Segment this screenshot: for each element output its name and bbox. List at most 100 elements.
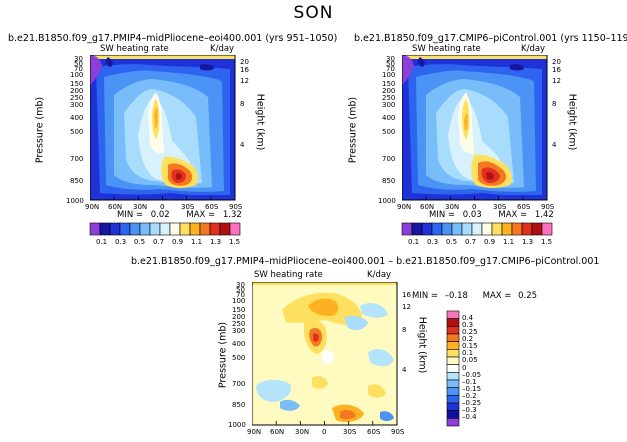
x-ticks	[425, 196, 524, 200]
y-tick-label: 300	[70, 101, 84, 109]
colorbar-label: 0.3	[462, 321, 474, 329]
colorbar-label: –0.05	[462, 371, 482, 379]
y-tick-label: 50	[236, 286, 245, 294]
colorbar-swatch	[446, 364, 460, 373]
colorbar	[446, 310, 460, 427]
heatmap-plot	[90, 55, 236, 201]
y-tick-label: 500	[70, 128, 84, 136]
colorbar-swatch	[446, 356, 460, 365]
y-tick-label: 200	[70, 87, 84, 95]
contour-field	[402, 55, 547, 200]
colorbar-swatch	[119, 222, 131, 236]
y-tick-label: 1000	[228, 421, 246, 429]
colorbar-swatch	[149, 222, 161, 236]
min-value: –0.18	[444, 291, 468, 301]
contour-field	[90, 55, 235, 200]
x-tick-label: 30N	[295, 428, 310, 436]
variable-label: SW heating rate	[100, 44, 169, 54]
colorbar-swatch	[531, 222, 543, 236]
y-tick-label: 500	[232, 354, 246, 362]
height-tick-label: 4	[402, 366, 407, 374]
height-tick-label: 8	[402, 326, 407, 334]
colorbar-swatch	[431, 222, 443, 236]
min-value: 0.02	[150, 210, 170, 220]
colorbar-swatch	[219, 222, 231, 236]
colorbar-label: 0.9	[172, 238, 184, 246]
y-axis-label: Pressure (mb)	[217, 321, 229, 389]
colorbar-swatch	[481, 222, 493, 236]
y-tick-label: 300	[232, 327, 246, 335]
colorbar-swatch	[411, 222, 423, 236]
colorbar-label: 0.7	[465, 238, 477, 246]
panel-title: b.e21.B1850.f09_g17.PMIP4–midPliocene–eo…	[8, 33, 338, 44]
colorbar-swatch	[446, 318, 460, 327]
colorbar-swatch	[89, 222, 101, 236]
x-tick-label: 60S	[367, 428, 381, 436]
colorbar-swatch	[169, 222, 181, 236]
y-axis-label: Pressure (mb)	[34, 96, 46, 164]
colorbar-label: 1.3	[210, 238, 222, 246]
x-tick-label: 90S	[541, 203, 555, 211]
colorbar-label: 0.1	[408, 238, 420, 246]
colorbar	[89, 222, 241, 236]
colorbar-swatch	[446, 333, 460, 342]
colorbar-swatch	[209, 222, 221, 236]
colorbar	[401, 222, 553, 236]
colorbar-label: 1.5	[229, 238, 241, 246]
heatmap-plot	[252, 282, 398, 426]
x-tick-label: 30N	[133, 203, 148, 211]
contour-field	[252, 282, 397, 425]
x-tick-label: 90N	[85, 203, 100, 211]
colorbar-label: 0.5	[134, 238, 146, 246]
colorbar-label: 0.05	[462, 356, 478, 364]
y-tick-label: 50	[386, 60, 395, 68]
y-tick-label: 400	[232, 340, 246, 348]
colorbar-label: 0.3	[427, 238, 439, 246]
y-axis-label-right: Height (km)	[254, 93, 266, 151]
colorbar-swatch	[139, 222, 151, 236]
min-label: MIN =	[412, 291, 439, 301]
colorbar-label: 0.2	[462, 335, 474, 343]
height-tick-label: 16	[552, 66, 561, 74]
colorbar-swatch	[446, 349, 460, 358]
x-ticks	[113, 196, 212, 200]
y-tick-label: 1000	[378, 197, 396, 205]
colorbar-swatch	[511, 222, 523, 236]
colorbar-label: 0.25	[462, 328, 478, 336]
colorbar-label: 1.5	[541, 238, 553, 246]
colorbar-swatch	[229, 222, 241, 236]
colorbar-swatch	[501, 222, 513, 236]
colorbar-swatch	[401, 222, 413, 236]
colorbar-label: 0.3	[115, 238, 127, 246]
colorbar-label: –0.1	[462, 378, 477, 386]
max-label: MAX =	[186, 210, 216, 220]
y-tick-label: 50	[74, 60, 83, 68]
colorbar-swatch	[159, 222, 171, 236]
x-tick-label: 90S	[229, 203, 243, 211]
colorbar-swatch	[446, 387, 460, 396]
x-tick-label: 30S	[181, 203, 195, 211]
height-tick-label: 16	[402, 291, 411, 299]
x-tick-label: 30S	[343, 428, 357, 436]
height-tick-label: 16	[240, 66, 249, 74]
panel-title: b.e21.B1850.f09_g17.CMIP6–piControl.001 …	[354, 33, 627, 44]
y-tick-label: 850	[70, 177, 84, 185]
x-tick-label: 60S	[205, 203, 219, 211]
colorbar-swatch	[99, 222, 111, 236]
y-tick-label: 150	[382, 80, 396, 88]
colorbar-label: 1.1	[503, 238, 515, 246]
colorbar-label: 0.15	[462, 342, 478, 350]
x-tick-label: 60N	[420, 203, 435, 211]
y-tick-label: 200	[232, 313, 246, 321]
y-tick-label: 30	[74, 55, 83, 63]
x-tick-label: 0	[472, 203, 477, 211]
y-tick-label: 250	[382, 94, 396, 102]
height-tick-label: 4	[240, 141, 245, 149]
y-tick-label: 1000	[66, 197, 84, 205]
colorbar-swatch	[129, 222, 141, 236]
x-tick-label: 90S	[391, 428, 405, 436]
y-tick-label: 400	[70, 114, 84, 122]
colorbar-swatch	[109, 222, 121, 236]
colorbar-swatch	[446, 341, 460, 350]
y-tick-label: 200	[382, 87, 396, 95]
